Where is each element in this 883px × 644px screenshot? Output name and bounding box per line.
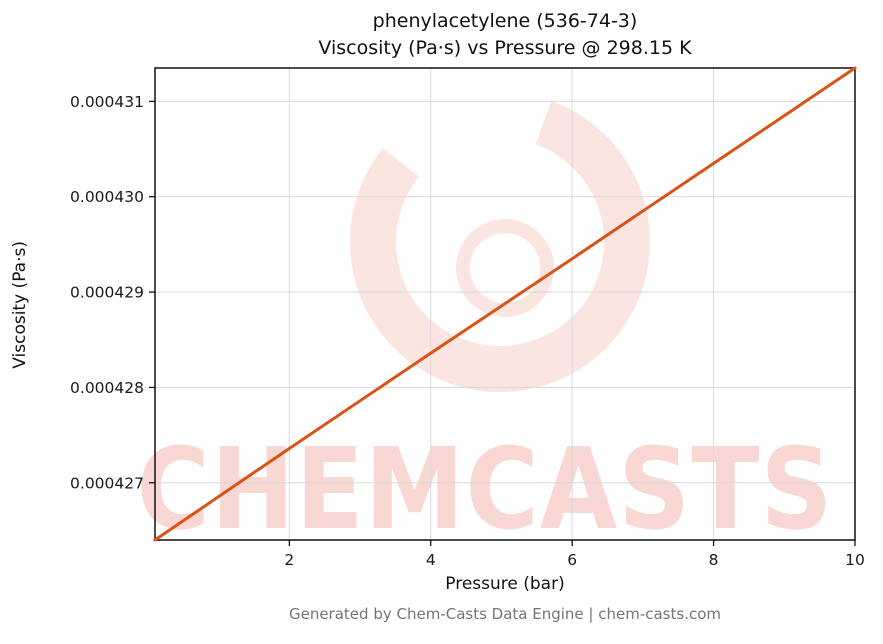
svg-text:6: 6 <box>567 551 577 569</box>
svg-text:4: 4 <box>426 551 436 569</box>
viscosity-series-line <box>153 66 857 542</box>
svg-text:8: 8 <box>709 551 719 569</box>
chart-title-block: phenylacetylene (536-74-3) Viscosity (Pa… <box>155 8 855 62</box>
tick-marks <box>149 100 856 546</box>
y-tick-labels: 0.000427 0.000428 0.000429 0.000430 0.000431 <box>70 93 144 492</box>
svg-text:0.000427: 0.000427 <box>70 474 144 492</box>
svg-text:0.000431: 0.000431 <box>70 93 144 111</box>
plot-frame <box>154 67 856 541</box>
svg-text:0.000429: 0.000429 <box>70 284 144 302</box>
y-axis-label: Viscosity (Pa·s) <box>10 241 30 369</box>
x-axis-label: Pressure (bar) <box>445 574 565 594</box>
svg-text:0.000428: 0.000428 <box>70 379 144 397</box>
chart-title: phenylacetylene (536-74-3) <box>372 10 638 32</box>
svg-text:10: 10 <box>845 551 865 569</box>
svg-text:0.000430: 0.000430 <box>70 188 144 206</box>
chemcasts-text-watermark: CHEMCASTS <box>136 424 834 556</box>
footer-credit: Generated by Chem-Casts Data Engine | ch… <box>288 605 722 623</box>
chart-subtitle: Viscosity (Pa·s) vs Pressure @ 298.15 K <box>318 37 692 59</box>
x-tick-labels: 2 4 6 8 10 <box>284 551 864 569</box>
svg-text:2: 2 <box>284 551 294 569</box>
